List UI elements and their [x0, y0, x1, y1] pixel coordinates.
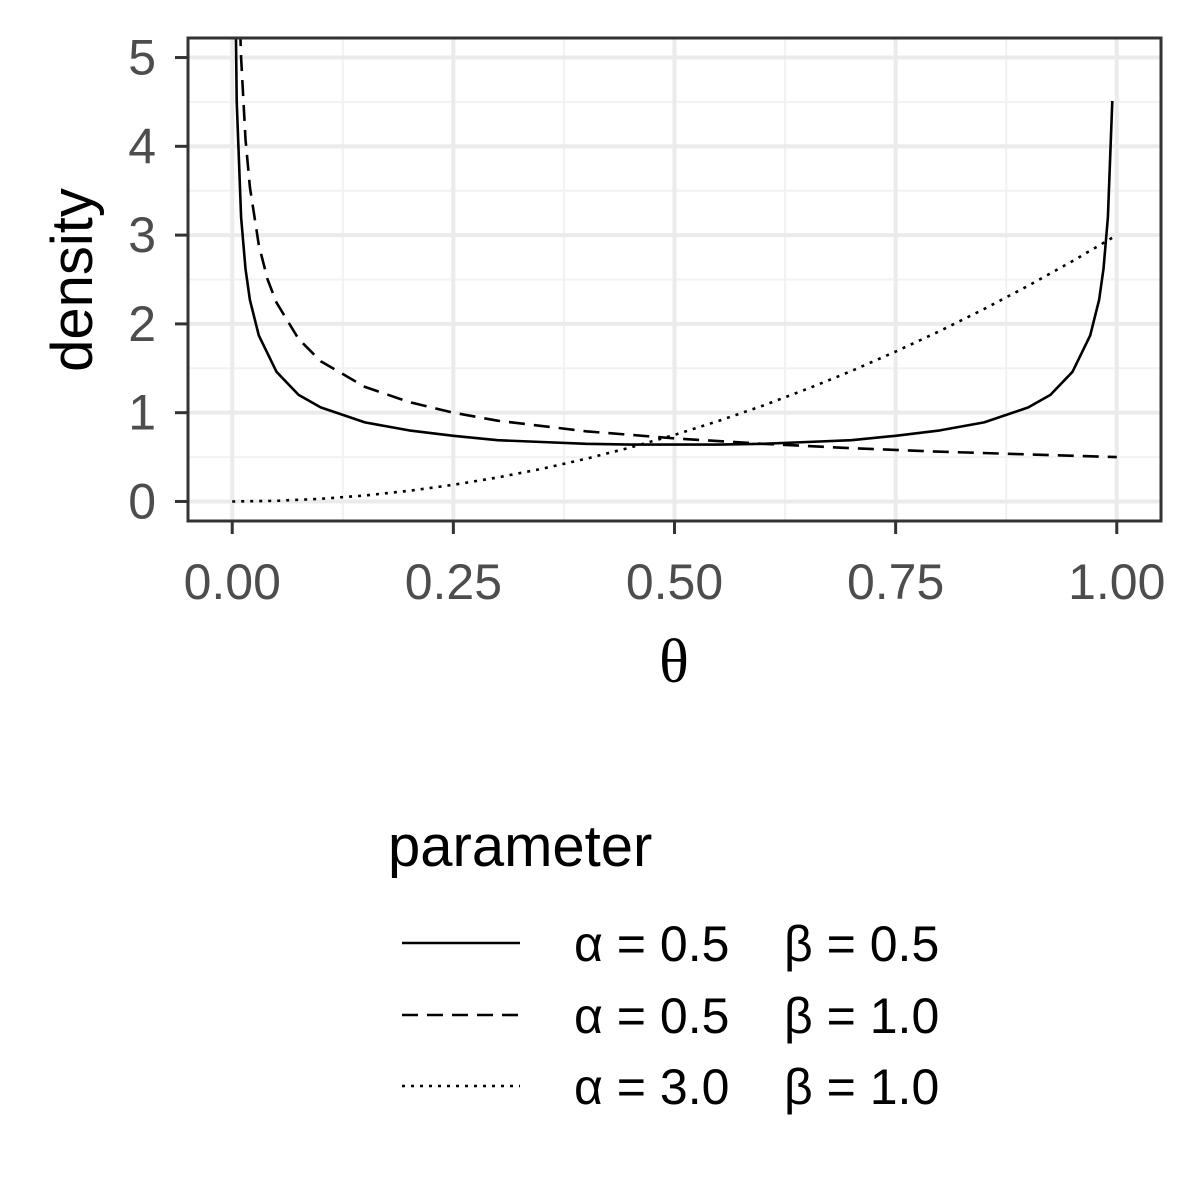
y-tick-label: 0	[128, 473, 156, 529]
y-tick-label: 3	[128, 207, 156, 263]
legend-beta-label: β = 1.0	[784, 988, 939, 1044]
x-tick-label: 0.50	[626, 554, 723, 610]
legend-title: parameter	[388, 814, 652, 879]
axes: 0.00 0.25 0.50 0.75 1.00 0 1 2 3 4 5	[128, 30, 1165, 610]
legend-item-1: α = 0.5 β = 0.5	[402, 916, 939, 972]
x-tick-label: 0.75	[847, 554, 944, 610]
x-tick-label: 0.00	[184, 554, 281, 610]
legend: parameter α = 0.5 β = 0.5α = 0.5 β = 1.0α …	[388, 814, 939, 1115]
y-tick-label: 5	[128, 30, 156, 86]
y-tick-label: 2	[128, 296, 156, 352]
y-tick-label: 1	[128, 385, 156, 441]
legend-item-3: α = 3.0 β = 1.0	[402, 1059, 939, 1115]
legend-alpha-label: α = 0.5	[574, 988, 729, 1044]
x-tick-label: 0.25	[405, 554, 502, 610]
x-tick-label: 1.00	[1068, 554, 1165, 610]
x-axis-title: θ	[659, 628, 689, 696]
y-tick-label: 4	[128, 118, 156, 174]
panel-border	[186, 36, 1163, 523]
legend-item-2: α = 0.5 β = 1.0	[402, 988, 939, 1044]
gridlines	[188, 38, 1161, 521]
legend-alpha-label: α = 0.5	[574, 916, 729, 972]
series-line-3	[232, 233, 1118, 503]
legend-beta-label: β = 1.0	[784, 1059, 939, 1115]
y-axis-title: density	[40, 188, 105, 372]
series-lines	[232, 38, 1118, 503]
series-line-1	[234, 38, 1114, 446]
legend-alpha-label: α = 3.0	[574, 1059, 729, 1115]
legend-beta-label: β = 0.5	[784, 916, 939, 972]
series-line-2	[239, 38, 1117, 459]
